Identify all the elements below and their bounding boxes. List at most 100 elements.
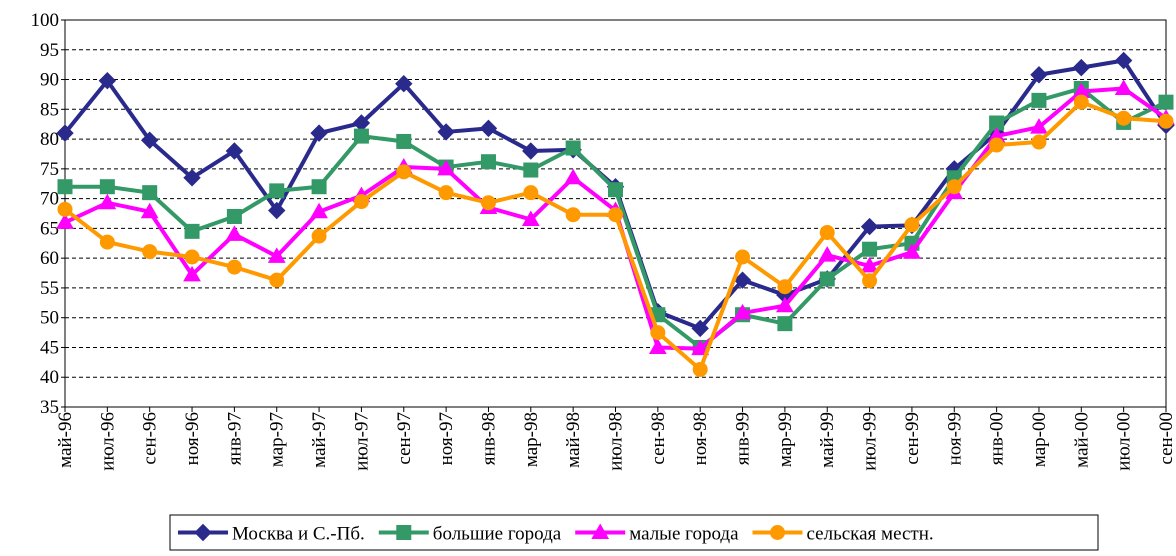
data-point (1073, 94, 1089, 110)
data-point (57, 179, 73, 195)
x-tick-label: май-99 (817, 412, 838, 468)
data-point (226, 208, 242, 224)
data-point (691, 319, 709, 338)
data-point (565, 207, 581, 223)
data-point (437, 159, 455, 176)
legend-label: Москва и С.-Пб. (232, 524, 365, 545)
legend-marker (396, 525, 412, 540)
y-tick-label: 60 (40, 248, 59, 269)
x-tick-label: сен-98 (648, 412, 669, 465)
x-tick-label: май-97 (309, 412, 330, 468)
x-tick-label: ноя-99 (944, 412, 965, 465)
data-point (353, 194, 369, 210)
x-tick-label: мар-97 (267, 412, 288, 467)
data-point (862, 241, 878, 257)
x-tick-label: мар-00 (1029, 412, 1050, 467)
y-tick-label: 40 (40, 367, 59, 388)
data-point (523, 185, 539, 201)
data-point (1114, 79, 1133, 95)
data-point (818, 246, 837, 262)
data-point (480, 195, 496, 211)
data-point (1158, 113, 1174, 129)
data-point (565, 140, 581, 156)
data-point (396, 133, 412, 149)
data-point (225, 225, 244, 241)
x-tick-label: янв-99 (733, 412, 754, 465)
data-point (140, 131, 159, 149)
data-point (226, 259, 242, 275)
data-point (1072, 58, 1091, 77)
y-tick-label: 90 (40, 70, 59, 91)
data-point (480, 154, 496, 170)
data-point (311, 179, 327, 195)
y-tick-label: 95 (40, 40, 59, 61)
data-point (776, 296, 794, 313)
data-point (99, 179, 115, 195)
data-point (523, 162, 539, 178)
data-point (225, 142, 244, 160)
data-point (650, 325, 666, 341)
data-point (860, 217, 879, 236)
data-point (99, 234, 115, 250)
y-tick-label: 75 (40, 159, 59, 180)
data-point (57, 201, 73, 217)
data-point (353, 128, 369, 144)
data-point (267, 247, 286, 263)
data-point (184, 223, 200, 239)
x-tick-label: сен-99 (902, 412, 923, 465)
data-point (733, 271, 752, 289)
x-tick-label: ноя-98 (690, 412, 711, 465)
data-point (946, 179, 962, 195)
data-point (395, 74, 413, 93)
data-point (989, 137, 1005, 153)
x-tick-label: июл-96 (97, 412, 118, 471)
data-point (310, 124, 328, 142)
data-point (1031, 134, 1047, 150)
data-point (1116, 110, 1132, 126)
data-point (142, 244, 158, 260)
x-tick-label: май-96 (55, 412, 76, 468)
data-point (140, 202, 159, 219)
y-tick-label: 35 (40, 397, 59, 418)
y-tick-label: 50 (40, 308, 59, 329)
legend-marker (591, 523, 610, 539)
x-tick-label: сен-97 (394, 412, 415, 465)
data-point (183, 169, 201, 187)
data-point (691, 339, 710, 356)
data-point (862, 273, 878, 289)
legend-box (169, 514, 1099, 551)
y-tick-label: 65 (40, 218, 59, 239)
y-tick-label: 70 (40, 189, 59, 210)
data-point (56, 213, 74, 229)
legend: Москва и С.-Пб. большие города малые город… (178, 523, 934, 545)
legend-marker (194, 523, 212, 542)
data-point (903, 243, 921, 259)
data-point (860, 256, 879, 273)
data-point (98, 193, 117, 210)
data-point (142, 185, 158, 201)
legend-marker (770, 525, 785, 540)
x-tick-label: мар-99 (775, 412, 796, 467)
x-tick-label: ноя-96 (182, 412, 203, 465)
data-point (777, 279, 793, 295)
y-tick-label: 55 (40, 278, 59, 299)
x-tick-label: май-98 (563, 412, 584, 468)
x-tick-label: ноя-97 (436, 412, 457, 465)
data-point (311, 228, 327, 244)
data-point (564, 168, 583, 185)
data-point (438, 185, 454, 201)
x-tick-label: июл-99 (860, 412, 881, 471)
x-tick-label: июл-00 (1114, 412, 1135, 471)
data-point (183, 265, 201, 282)
data-point (904, 217, 920, 233)
data-point (1030, 118, 1048, 134)
data-point (735, 249, 751, 265)
data-point (269, 183, 285, 199)
data-point (268, 201, 286, 220)
data-point (269, 272, 285, 288)
x-tick-label: май-00 (1071, 412, 1092, 468)
data-point (396, 164, 412, 180)
data-point (437, 123, 455, 141)
x-tick-label: июл-98 (606, 412, 627, 471)
